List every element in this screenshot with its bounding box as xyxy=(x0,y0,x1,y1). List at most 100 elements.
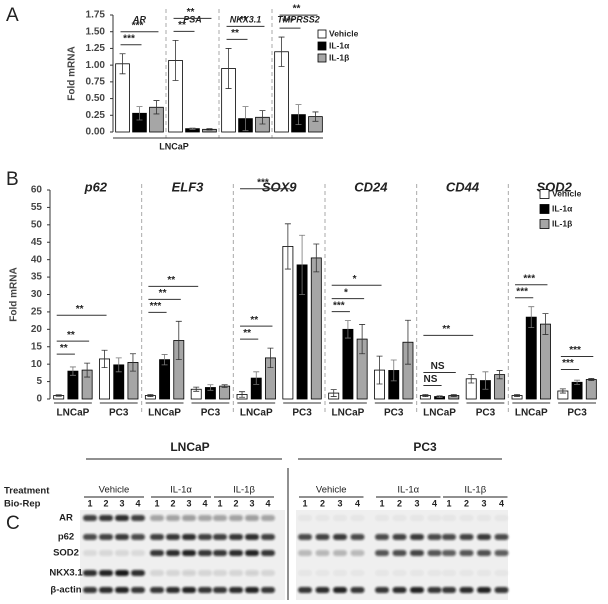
legend-label: Vehicle xyxy=(552,188,582,198)
blot-band xyxy=(494,570,509,576)
legend-swatch xyxy=(539,204,550,214)
sig-label: *** xyxy=(257,177,269,188)
x-tick-label: LNCaP xyxy=(148,408,181,419)
blot-band xyxy=(166,570,180,576)
error-bar xyxy=(278,36,285,67)
blot-band xyxy=(198,515,212,521)
bar xyxy=(540,323,551,400)
blot-band xyxy=(150,550,164,556)
blot-band xyxy=(315,587,330,593)
panel-label: A xyxy=(6,5,19,26)
y-tick-label: 45 xyxy=(31,237,43,248)
error-bar xyxy=(136,106,143,121)
blot-band xyxy=(410,570,424,576)
error-bar xyxy=(313,243,320,273)
y-tick-label: 55 xyxy=(31,202,43,213)
blot-band xyxy=(229,515,243,521)
blot-band xyxy=(213,587,227,593)
rep-label: 4 xyxy=(135,498,140,508)
bar xyxy=(159,359,171,400)
legend-swatch xyxy=(317,41,327,51)
blot-band xyxy=(442,534,456,540)
blot-band xyxy=(442,587,456,593)
error-bar xyxy=(129,353,136,372)
sig-label: ** xyxy=(442,324,450,335)
blot-band xyxy=(375,534,389,540)
category-label: TMPRSS2 xyxy=(277,14,320,24)
error-bar xyxy=(221,384,228,388)
protein-label: AR xyxy=(59,513,73,524)
error-bar xyxy=(253,371,260,385)
rep-label: 2 xyxy=(464,498,469,508)
rep-label: 1 xyxy=(87,498,92,508)
blot-band xyxy=(333,570,347,576)
protein-label: NKX3.1 xyxy=(49,568,83,579)
error-bar xyxy=(404,319,411,365)
blot-band xyxy=(350,534,365,540)
y-tick-label: 0 xyxy=(36,394,42,405)
y-tick-label: 1.00 xyxy=(86,60,106,71)
sig-label: * xyxy=(353,274,357,285)
y-tick-label: 1.50 xyxy=(86,26,106,37)
blot-band xyxy=(333,534,347,540)
protein-label: SOD2 xyxy=(53,548,79,559)
error-bar xyxy=(330,389,337,397)
blot-band xyxy=(131,534,145,540)
blot-band xyxy=(315,550,330,556)
legend-swatch xyxy=(539,189,550,199)
blot-band xyxy=(213,534,227,540)
blot-band xyxy=(298,570,312,576)
category-label: NKX3.1 xyxy=(230,14,262,24)
rep-label: 1 xyxy=(446,498,451,508)
blot-band xyxy=(410,587,424,593)
sig-label: * xyxy=(344,287,348,298)
sig-label: *** xyxy=(333,300,345,311)
sig-label: ** xyxy=(76,304,84,315)
x-tick-label: LNCaP xyxy=(515,408,548,419)
sig-label: ** xyxy=(243,328,251,339)
category-label: PSA xyxy=(183,14,202,24)
error-bar xyxy=(542,313,549,335)
blot-band xyxy=(427,587,442,593)
error-bar xyxy=(312,111,319,122)
blot-band xyxy=(83,534,97,540)
blot-band xyxy=(494,534,509,540)
y-tick-label: 1.25 xyxy=(86,43,106,54)
sig-label: ** xyxy=(60,343,68,354)
blot-band xyxy=(442,550,456,556)
blot-band xyxy=(198,570,212,576)
blot-band xyxy=(442,515,456,521)
blot-band xyxy=(245,570,259,576)
rep-label: 4 xyxy=(265,498,270,508)
blot-band xyxy=(229,570,243,576)
error-bar xyxy=(147,394,154,397)
blot-band xyxy=(131,515,145,521)
blot-band xyxy=(99,570,113,576)
blot-band xyxy=(261,534,275,540)
sig-label: ** xyxy=(67,330,75,341)
sig-label: NS xyxy=(431,361,445,372)
blot-band xyxy=(182,515,196,521)
rep-label: 2 xyxy=(103,498,108,508)
rep-label: 3 xyxy=(249,498,254,508)
error-bar xyxy=(528,306,535,328)
error-bar xyxy=(172,40,179,81)
blot-band xyxy=(166,587,180,593)
error-bar xyxy=(450,394,457,397)
sig-label: ** xyxy=(187,7,195,18)
blot-band xyxy=(166,534,180,540)
blot-band xyxy=(427,570,442,576)
rep-label: 3 xyxy=(119,498,124,508)
error-bar xyxy=(267,347,274,369)
blot-band xyxy=(459,550,474,556)
treatment-label: IL-1α xyxy=(397,485,419,496)
protein-label: β-actin xyxy=(50,585,81,596)
blot-band xyxy=(298,534,312,540)
sig-label: ** xyxy=(159,288,167,299)
sig-label: *** xyxy=(569,345,581,356)
y-tick-label: 10 xyxy=(31,359,43,370)
blot-band xyxy=(375,570,389,576)
legend-label: IL-1α xyxy=(329,40,350,50)
error-bar xyxy=(295,104,302,126)
error-bar xyxy=(84,362,91,378)
